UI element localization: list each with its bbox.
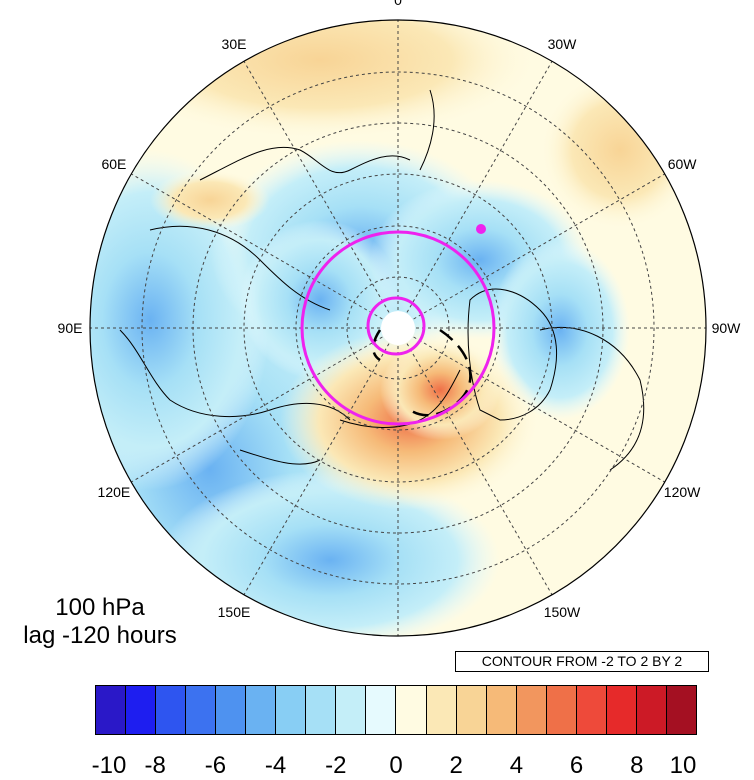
longitude-label: 150E [218,604,251,620]
longitude-label: 60W [668,156,698,172]
colorbar-swatch [606,686,637,734]
colorbar-tick-label: -8 [144,752,166,779]
colorbar-tick-label: -2 [325,752,347,779]
colorbar-swatch [156,686,187,734]
colorbar-swatch [666,686,696,734]
colorbar-swatch [456,686,487,734]
lag-label: lag -120 hours [23,622,177,649]
colorbar-tick-label: -10 [91,752,127,779]
colorbar-tick-label: 2 [449,752,463,779]
contour-info-box: CONTOUR FROM -2 TO 2 BY 2 [455,651,709,672]
colorbar-swatch [366,686,397,734]
colorbar-swatch [216,686,247,734]
longitude-label: 90W [712,320,742,336]
longitude-labels: 030W60W90W120W150W180150E120E90E60E30E [58,0,742,620]
longitude-label: 60E [101,156,126,172]
colorbar [95,685,697,735]
colorbar-tick-label: 10 [669,752,697,779]
colorbar-tick-label: 6 [569,752,584,779]
map-boundary [89,19,707,637]
colorbar-tick-label: 8 [630,752,644,779]
colorbar-swatch [336,686,367,734]
colorbar-swatch [396,686,427,734]
pole-hole [381,311,415,345]
pressure-level-label: 100 hPa [55,594,145,621]
colorbar-swatch [96,686,127,734]
longitude-label: 150W [544,604,581,620]
longitude-label: 30E [222,36,247,52]
longitude-label: 30W [548,36,578,52]
colorbar-tick-label: 4 [509,752,524,779]
colorbar-swatch [516,686,547,734]
polar-map: 030W60W90W120W150W180150E120E90E60E30E [58,0,742,637]
longitude-label: 0 [394,0,402,8]
colorbar-tick-label: -6 [204,752,227,779]
colorbar-labels: -10 -8 -6 -4 -2 0 2 4 6 8 10 [91,752,697,780]
colorbar-tick-label: -4 [264,752,287,779]
longitude-label: 90E [58,320,83,336]
longitude-label: 120E [98,484,131,500]
colorbar-swatch [126,686,157,734]
colorbar-swatch [636,686,667,734]
colorbar-tick-label: 0 [389,752,403,779]
marker-dot [476,224,486,234]
magenta-rings [300,230,496,426]
colorbar-swatch [246,686,277,734]
longitude-label: 120W [664,484,701,500]
colorbar-swatch [546,686,577,734]
colorbar-swatch [576,686,607,734]
colorbar-swatch [486,686,517,734]
colorbar-swatch [186,686,217,734]
shaded-field [90,20,706,636]
colorbar-swatch [426,686,457,734]
colorbar-swatch [306,686,337,734]
colorbar-swatch [276,686,307,734]
